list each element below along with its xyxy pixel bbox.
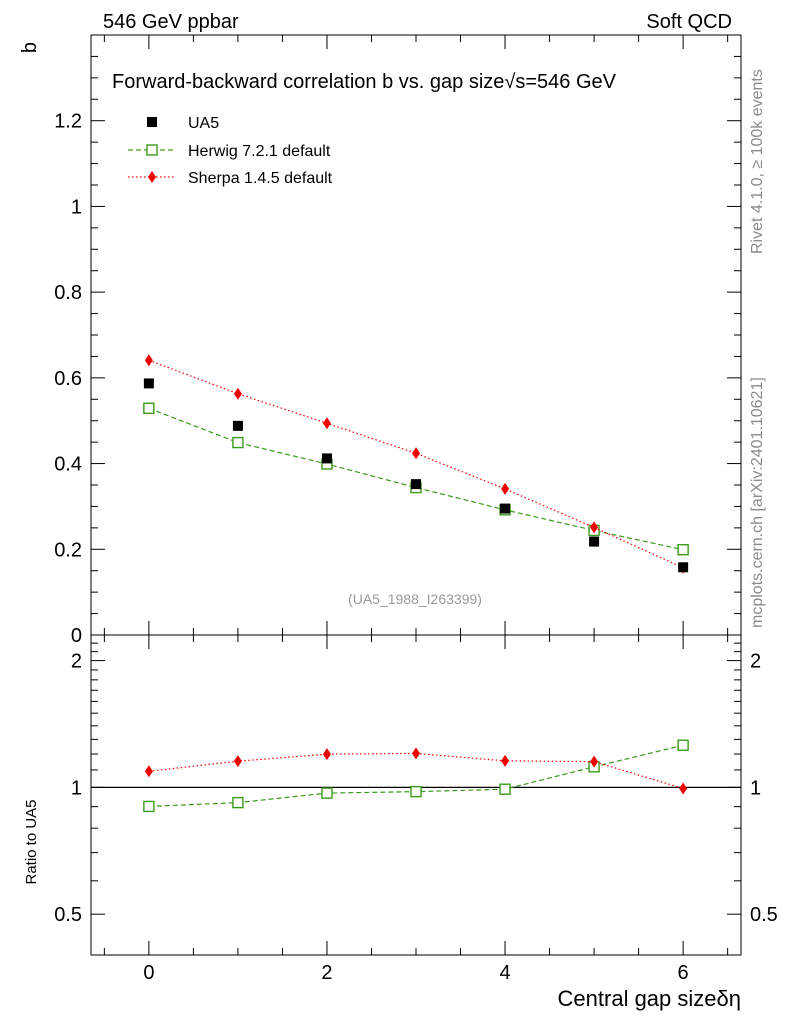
main-sherpa-point — [233, 387, 242, 400]
legend-herwig-label: Herwig 7.2.1 default — [188, 143, 331, 160]
header-right-label: Soft QCD — [646, 11, 732, 33]
main-y-axis-label: b — [19, 42, 41, 53]
x-axis-label-text: Central gap size — [558, 986, 717, 1011]
rivet-version-label: Rivet 4.1.0, ≥ 100k events — [749, 69, 766, 254]
ratio-herwig-point — [143, 800, 155, 813]
main-herwig-point — [143, 402, 155, 414]
ratio-sherpa-point — [501, 754, 510, 767]
main-y-tick-label: 1 — [71, 196, 82, 218]
ratio-herwig-point — [499, 783, 511, 795]
x-axis-label: Central gap sizeδη — [558, 986, 741, 1011]
main-sherpa-point — [501, 482, 510, 495]
ratio-sherpa-point — [679, 782, 688, 795]
ratio-herwig-point — [232, 796, 244, 809]
x-tick-label: 6 — [678, 962, 689, 984]
ratio-sherpa-point — [144, 765, 153, 778]
legend-ua5-marker — [147, 117, 157, 127]
main-herwig-point — [232, 436, 244, 449]
ratio-herwig-point — [410, 785, 422, 798]
legend-herwig-marker — [146, 144, 158, 156]
main-sherpa-point — [322, 417, 331, 430]
main-title-energy: √s=546 GeV — [504, 71, 616, 93]
ratio-sherpa-point — [233, 755, 242, 768]
main-y-tick-label: 0.2 — [54, 539, 82, 561]
main-y-tick-label: 0 — [71, 625, 82, 647]
main-title-text: Forward-backward correlation b vs. gap s… — [112, 71, 504, 93]
x-tick-label: 2 — [321, 962, 332, 984]
ratio-y-tick-label-right: 0.5 — [750, 904, 778, 926]
main-title: Forward-backward correlation b vs. gap s… — [112, 71, 617, 93]
analysis-id-annotation: (UA5_1988_I263399) — [348, 591, 482, 607]
ratio-y-axis-label: Ratio to UA5 — [23, 799, 40, 884]
chart-dynamic-layer: 0 2 4 6 0 0.2 0.4 0.6 0.8 1 1.2 0.5 0.5 1 1 2 2 — [54, 35, 778, 984]
main-y-tick-label: 0.6 — [54, 368, 82, 390]
main-sherpa-point — [590, 521, 599, 534]
ratio-herwig-point — [677, 739, 689, 751]
ratio-sherpa-point — [322, 748, 331, 761]
main-herwig-point — [677, 544, 689, 556]
ratio-y-tick-label: 2 — [71, 651, 82, 673]
legend-sherpa-marker — [148, 171, 156, 183]
main-sherpa-point — [412, 447, 420, 460]
main-ua5-point — [411, 479, 421, 490]
main-herwig-line — [148, 407, 684, 551]
ratio-y-tick-label: 1 — [71, 777, 82, 799]
ratio-y-tick-label: 0.5 — [54, 904, 82, 926]
mcplots-label: mcplots.cern.ch [arXiv:2401.10621] — [749, 377, 766, 628]
main-ua5-point — [232, 420, 243, 431]
main-ua5-point — [589, 536, 600, 547]
main-ua5-point — [500, 503, 511, 514]
legend-sherpa-label: Sherpa 1.4.5 default — [188, 170, 333, 187]
ratio-y-tick-label-right: 2 — [750, 651, 761, 673]
x-tick-label: 4 — [499, 962, 510, 984]
x-tick-label: 0 — [143, 962, 154, 984]
main-y-tick-label: 0.4 — [54, 454, 82, 476]
legend-ua5-label: UA5 — [188, 115, 219, 132]
x-axis-label-symbol: δη — [717, 986, 741, 1011]
ratio-herwig-point — [321, 787, 333, 799]
header-left-label: 546 GeV ppbar — [103, 11, 239, 33]
main-sherpa-line — [148, 359, 684, 569]
main-sherpa-point — [144, 354, 153, 367]
legend: UA5 Herwig 7.2.1 default Sherpa 1.4.5 de… — [128, 115, 333, 187]
main-y-tick-label: 0.8 — [54, 282, 82, 304]
main-y-tick-label: 1.2 — [54, 111, 82, 133]
ratio-y-tick-label-right: 1 — [750, 777, 761, 799]
ratio-sherpa-point — [412, 747, 420, 760]
main-ua5-point — [678, 562, 689, 573]
main-ua5-point — [321, 453, 332, 464]
ratio-sherpa-point — [590, 755, 599, 768]
main-ua5-point — [143, 378, 154, 389]
